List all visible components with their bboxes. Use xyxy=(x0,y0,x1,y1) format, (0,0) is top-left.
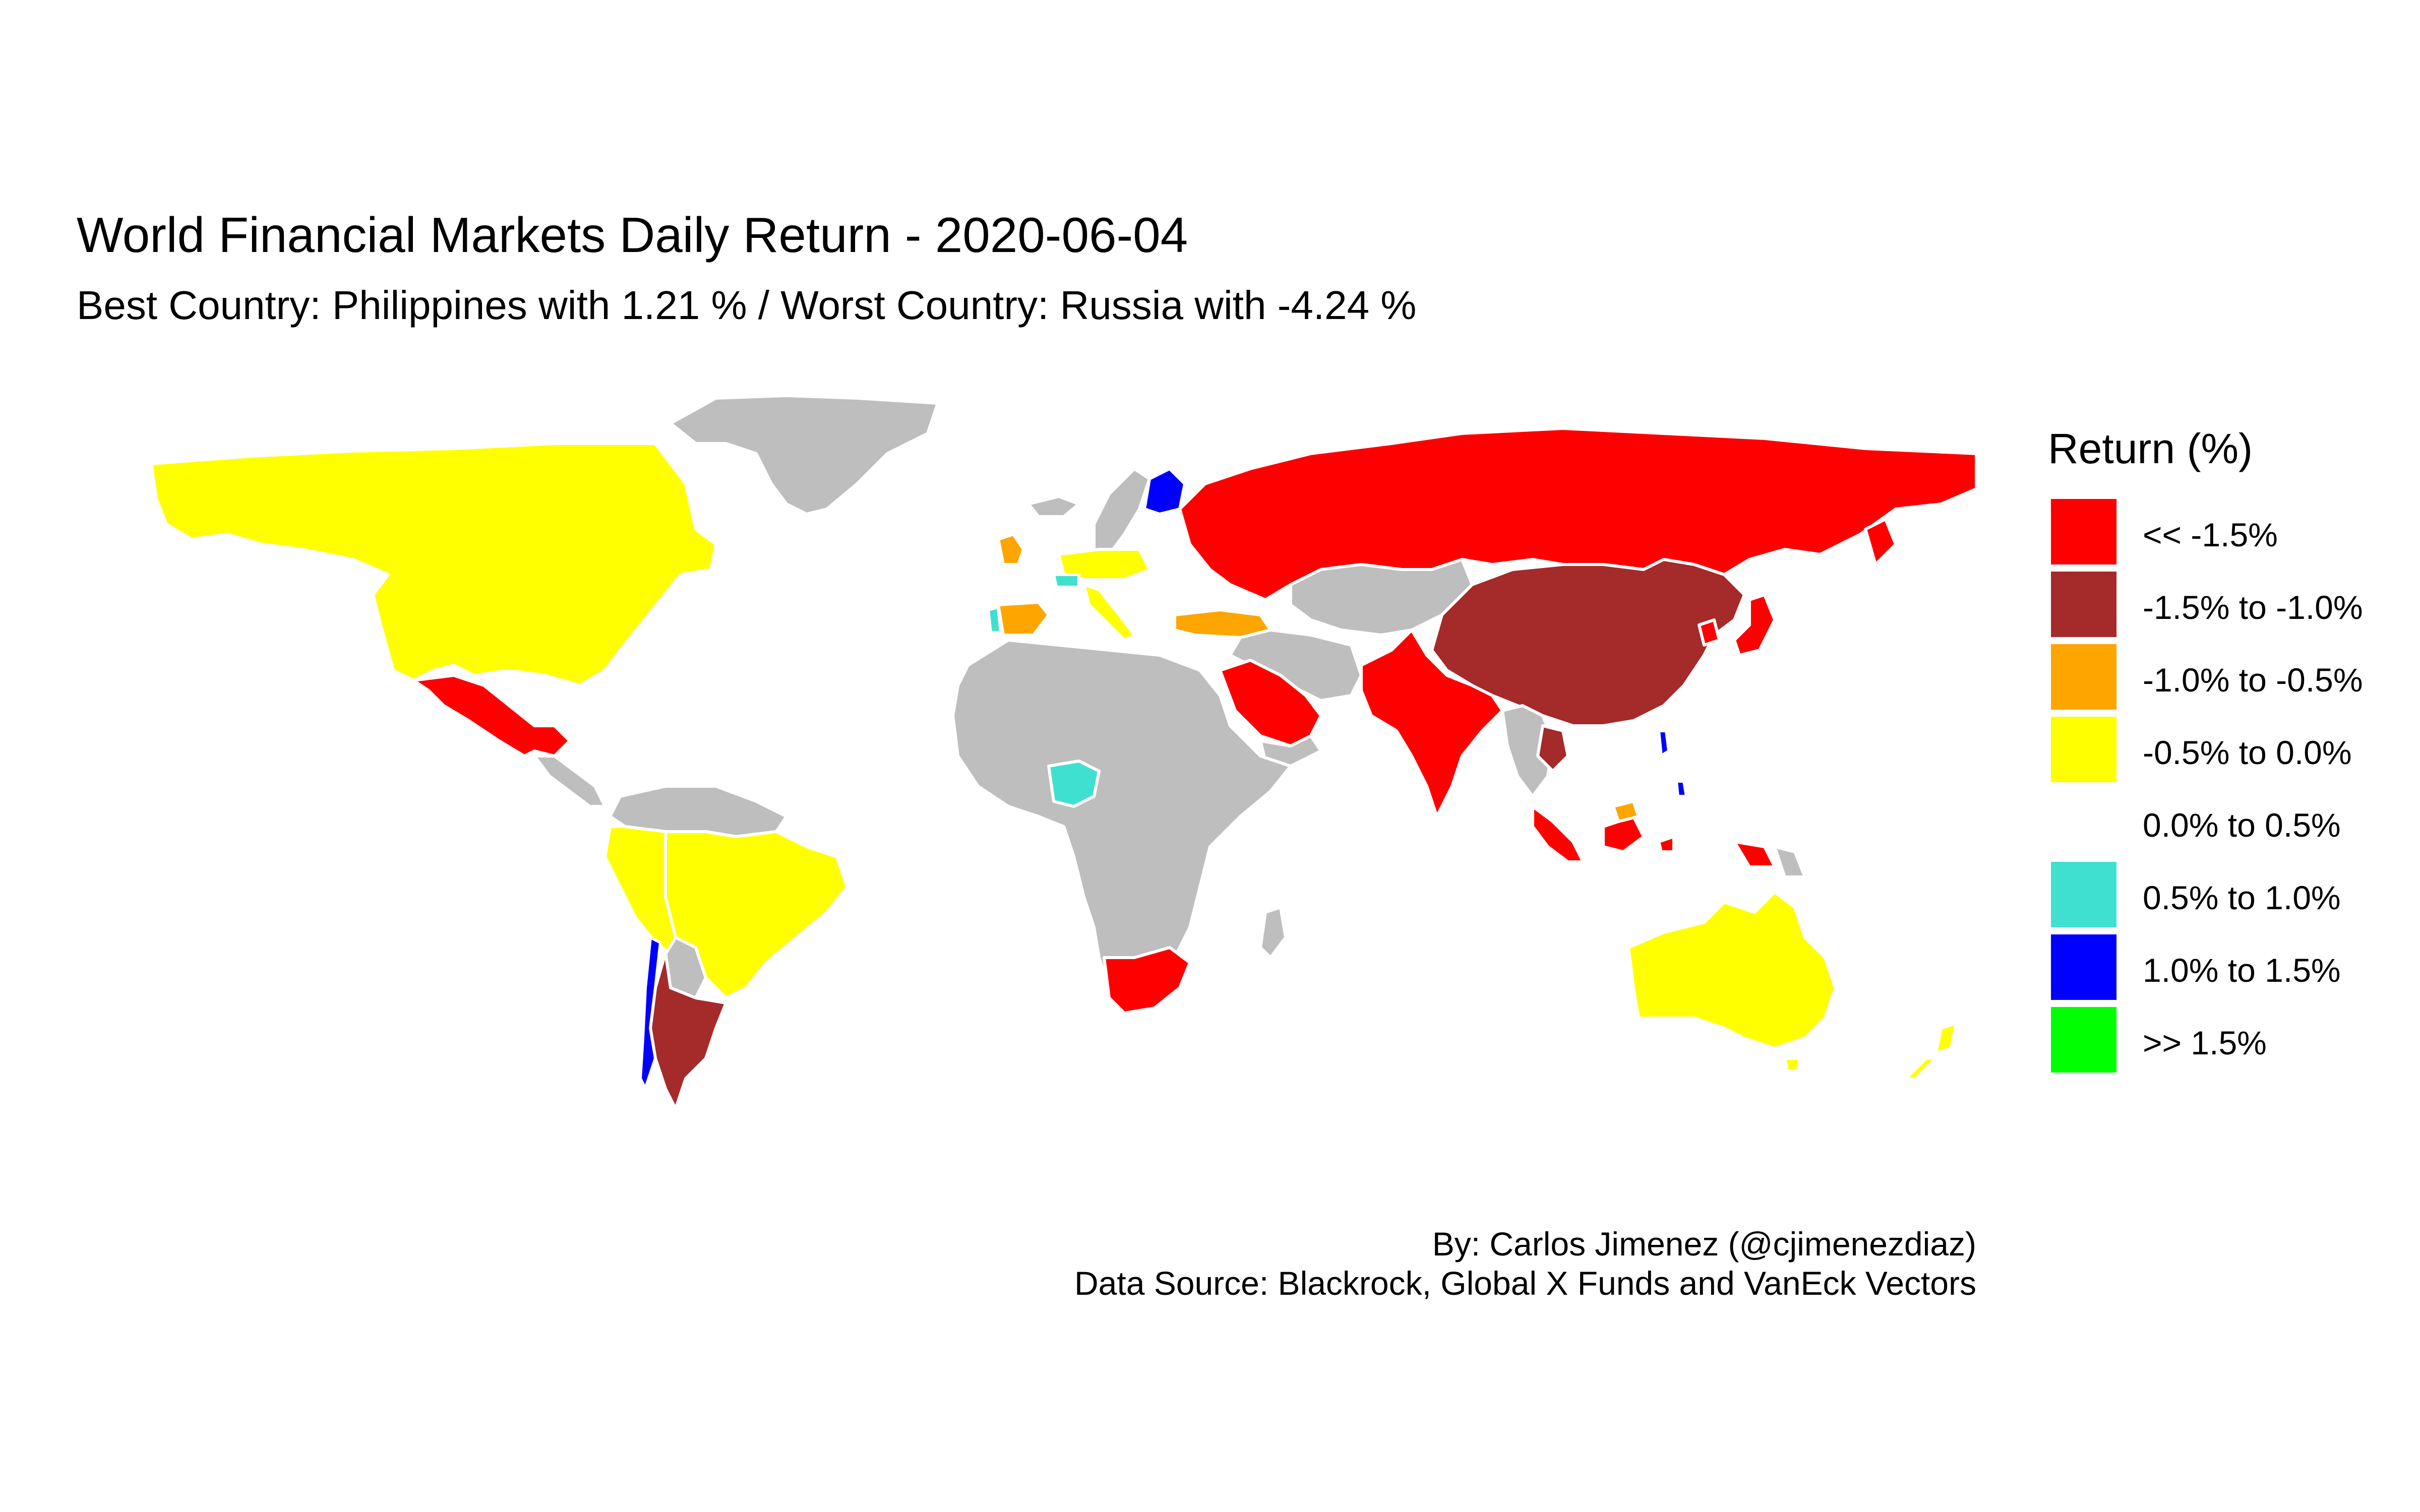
caption-source: Data Source: Blackrock, Global X Funds a… xyxy=(1074,1265,1976,1302)
legend-swatch xyxy=(2051,572,2116,637)
region-southeast-asia xyxy=(1501,704,1554,798)
region-finland xyxy=(1143,467,1186,516)
region-alpine xyxy=(1052,573,1080,589)
region-nigeria xyxy=(1047,760,1101,808)
caption-author: By: Carlos Jimenez (@cjimenezdiaz) xyxy=(1432,1225,1976,1263)
region-philippines xyxy=(1657,729,1688,798)
chart-subtitle: Best Country: Philippines with 1.21 % / … xyxy=(77,283,1417,328)
region-north-america xyxy=(150,442,717,687)
legend-label: << -1.5% xyxy=(2143,516,2278,553)
region-uk xyxy=(997,533,1025,566)
legend-label: -1.0% to -0.5% xyxy=(2143,661,2363,699)
region-mexico xyxy=(412,674,571,758)
region-korea xyxy=(1698,618,1721,647)
region-central-america xyxy=(533,754,607,808)
legend-swatch xyxy=(2051,1007,2116,1073)
region-spain xyxy=(997,601,1050,637)
legend-swatch xyxy=(2051,789,2116,855)
region-thailand xyxy=(1536,724,1569,773)
legend-swatch xyxy=(2051,934,2116,1000)
legend-label: -1.5% to -1.0% xyxy=(2143,589,2363,626)
region-italy xyxy=(1082,583,1136,642)
legend-swatch xyxy=(2051,717,2116,782)
legend-swatch xyxy=(2051,862,2116,927)
region-india xyxy=(1360,628,1504,818)
region-iceland xyxy=(1027,495,1080,518)
region-greenland xyxy=(669,394,939,516)
region-indonesia xyxy=(1531,805,1776,868)
legend-label: 1.0% to 1.5% xyxy=(2143,952,2341,989)
legend-label: 0.5% to 1.0% xyxy=(2143,879,2341,916)
region-tasmania xyxy=(1783,1057,1801,1073)
region-japan xyxy=(1733,593,1776,657)
region-portugal xyxy=(987,606,1002,634)
region-chile xyxy=(639,936,662,1090)
region-madagascar xyxy=(1259,906,1287,959)
region-australia xyxy=(1627,891,1837,1050)
region-malaysia xyxy=(1612,800,1640,823)
legend-title: Return (%) xyxy=(2048,425,2253,472)
region-new-zealand xyxy=(1904,1022,1958,1080)
region-papua-new-guinea xyxy=(1773,845,1806,878)
legend-label: 0.0% to 0.5% xyxy=(2143,806,2341,844)
region-saudi-arabia xyxy=(1219,659,1322,747)
legend-label: -0.5% to 0.0% xyxy=(2143,734,2352,771)
legend-swatch xyxy=(2051,499,2116,564)
region-russia-east xyxy=(1864,518,1897,566)
region-china xyxy=(1430,558,1746,727)
chart-title: World Financial Markets Daily Return - 2… xyxy=(77,207,1188,263)
region-scandinavia xyxy=(1093,467,1151,556)
legend-label: >> 1.5% xyxy=(2143,1024,2267,1061)
region-south-africa xyxy=(1103,946,1191,1015)
legend-swatch xyxy=(2051,644,2116,710)
